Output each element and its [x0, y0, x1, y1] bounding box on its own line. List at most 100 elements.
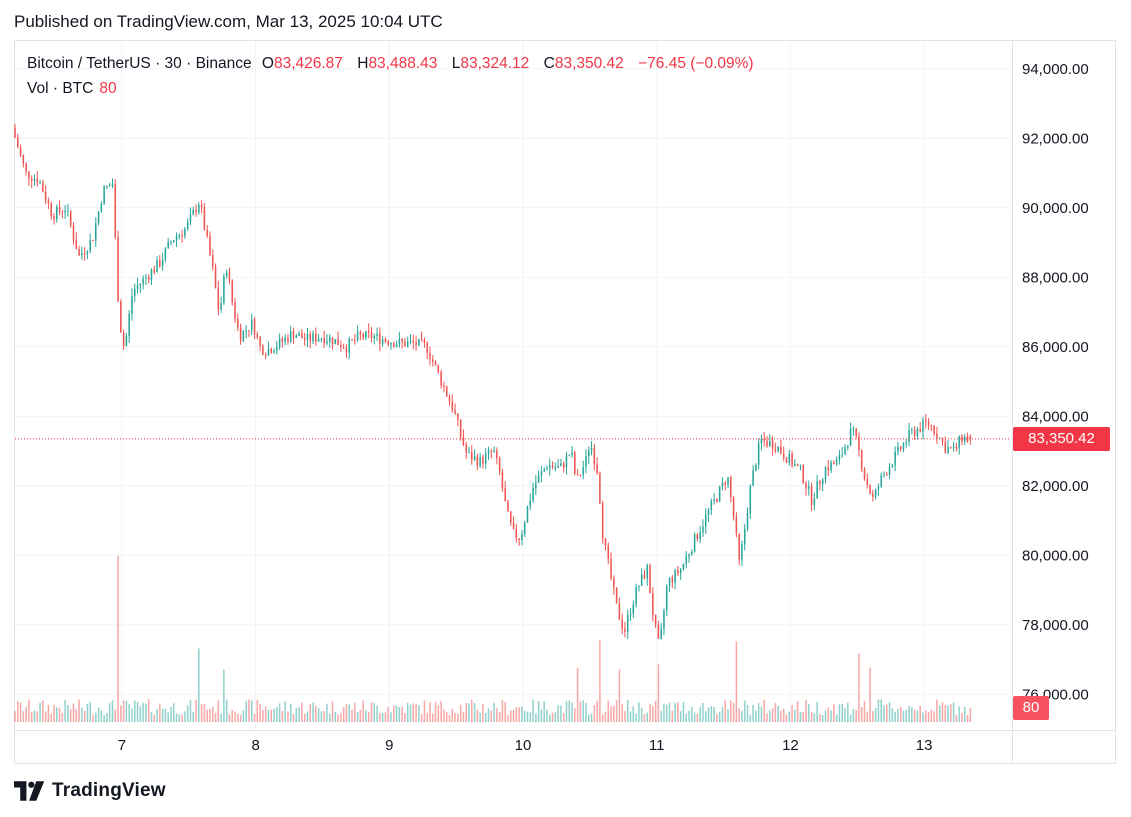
volume-bar	[50, 713, 52, 722]
candle-body	[487, 450, 490, 454]
volume-bar	[390, 712, 392, 722]
candle-body	[958, 435, 960, 449]
volume-bar	[618, 669, 621, 722]
candle-body	[688, 554, 690, 557]
volume-bar	[289, 703, 292, 722]
volume-label[interactable]: Vol · BTC	[27, 80, 94, 97]
volume-bar	[47, 704, 50, 722]
y-tick-label: 86,000.00	[1022, 339, 1089, 356]
candle-body	[39, 182, 41, 184]
candle-body	[866, 478, 869, 486]
candle-body	[106, 186, 108, 188]
volume-bar	[685, 713, 688, 722]
volume-bar	[28, 699, 30, 722]
volume-bar	[908, 705, 910, 722]
candle-body	[451, 401, 454, 411]
candle-body	[437, 364, 440, 373]
candle-body	[551, 465, 554, 468]
volume-bar	[200, 703, 203, 722]
volume-bar	[835, 714, 838, 722]
volume-bar	[362, 700, 364, 722]
volume-bar	[401, 706, 403, 722]
candle-body	[877, 486, 880, 490]
candle-body	[833, 462, 835, 464]
volume-bar	[348, 704, 350, 722]
candle-body	[560, 463, 562, 467]
volume-bar	[326, 703, 328, 722]
volume-bar	[242, 710, 245, 722]
volume-bar	[498, 712, 501, 722]
candle-body	[139, 283, 142, 286]
candle-body	[415, 342, 417, 346]
volume-bar	[457, 713, 459, 722]
high-label: H	[357, 55, 369, 72]
volume-bar	[877, 699, 880, 722]
volume-bar	[245, 701, 247, 722]
price-axis-divider	[1012, 40, 1013, 764]
volume-bar	[30, 712, 33, 722]
candle-body	[287, 337, 289, 342]
volume-bar	[504, 701, 506, 722]
candle-body	[479, 457, 481, 466]
candle-body	[114, 184, 117, 238]
volume-bar	[184, 711, 186, 722]
candle-body	[874, 489, 877, 497]
candle-body	[95, 223, 97, 241]
candle-body	[92, 240, 94, 242]
volume-bar	[487, 708, 490, 722]
candle-body	[947, 447, 949, 453]
candle-body	[471, 452, 473, 460]
candle-body	[426, 342, 428, 353]
volume-bar	[81, 707, 83, 722]
volume-bar	[557, 705, 559, 722]
candle-body	[760, 438, 763, 444]
candle-body	[56, 206, 58, 220]
candle-body	[613, 578, 615, 588]
volume-bar	[582, 700, 584, 722]
volume-bar	[562, 713, 565, 722]
x-tick-label: 12	[782, 737, 799, 754]
candle-body	[691, 551, 693, 555]
volume-bar	[537, 701, 540, 722]
candle-body	[657, 624, 660, 639]
candle-body	[61, 211, 64, 213]
candle-body	[203, 207, 206, 230]
candle-body	[448, 396, 451, 402]
volume-bar	[950, 704, 952, 722]
volume-legend: Vol · BTC 80	[27, 80, 117, 98]
candle-body	[298, 333, 300, 336]
volume-bar	[649, 704, 651, 722]
candle-body	[306, 333, 309, 340]
candle-body	[142, 278, 144, 284]
candle-body	[852, 428, 855, 430]
y-tick-label: 84,000.00	[1022, 408, 1089, 425]
candle-body	[782, 453, 785, 459]
candle-body	[501, 471, 504, 489]
volume-bar	[189, 700, 192, 722]
candle-body	[682, 563, 685, 570]
change-value: −76.45 (−0.09%)	[638, 55, 754, 72]
volume-bar	[696, 714, 699, 722]
open-value: 83,426.87	[273, 55, 343, 72]
volume-bar	[749, 714, 752, 722]
volume-bar	[367, 711, 370, 722]
candle-body	[668, 577, 671, 587]
tradingview-footer[interactable]: TradingView	[14, 780, 166, 802]
volume-bar	[763, 699, 765, 722]
volume-bar	[393, 705, 395, 722]
volume-bar	[239, 714, 242, 722]
candle-body	[498, 458, 501, 472]
volume-bar	[774, 702, 777, 722]
symbol-title[interactable]: Bitcoin / TetherUS · 30 · Binance	[27, 55, 252, 72]
volume-bar	[782, 708, 785, 722]
volume-bar	[175, 713, 178, 722]
candle-body	[337, 339, 339, 345]
candle-body	[652, 593, 654, 616]
volume-bar	[863, 700, 866, 722]
candle-body	[81, 253, 83, 256]
candle-body	[189, 214, 192, 223]
volume-bar	[891, 708, 894, 722]
volume-bar	[86, 704, 89, 722]
volume-bar	[944, 705, 947, 722]
